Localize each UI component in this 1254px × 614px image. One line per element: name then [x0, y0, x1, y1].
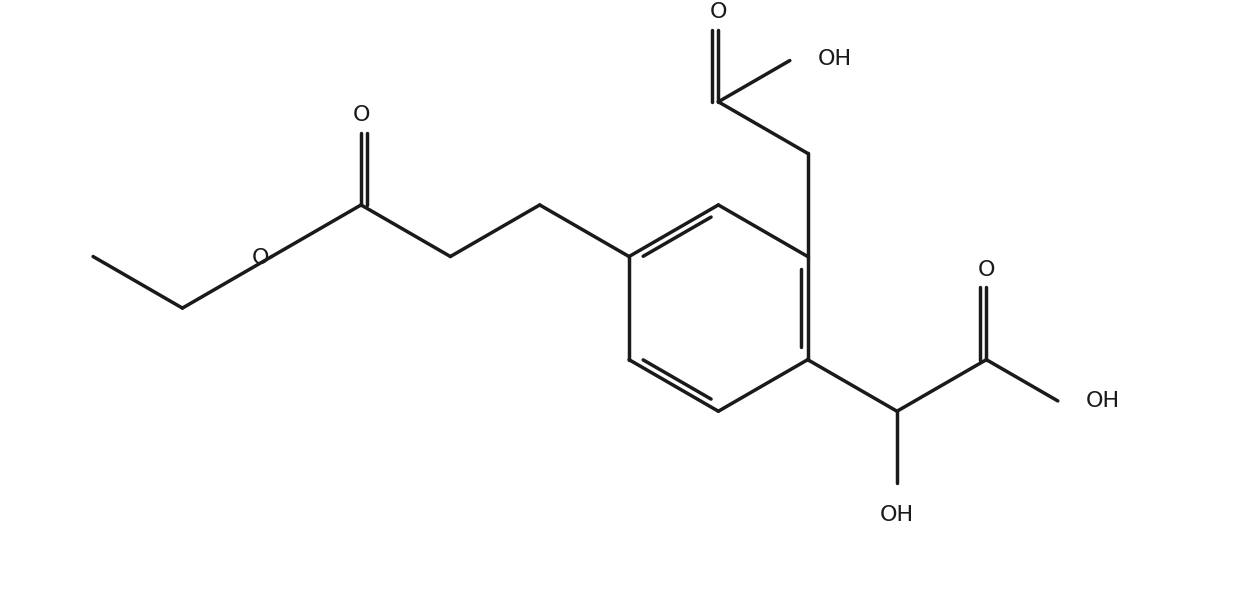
Text: OH: OH	[880, 505, 914, 525]
Text: O: O	[978, 260, 996, 280]
Text: OH: OH	[1085, 391, 1120, 411]
Text: O: O	[352, 105, 370, 125]
Text: OH: OH	[818, 49, 851, 69]
Text: O: O	[710, 2, 727, 22]
Text: O: O	[251, 249, 268, 268]
